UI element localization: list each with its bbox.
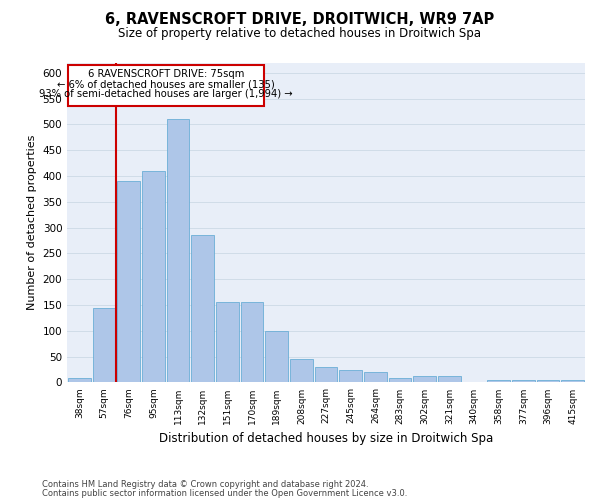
Text: 6, RAVENSCROFT DRIVE, DROITWICH, WR9 7AP: 6, RAVENSCROFT DRIVE, DROITWICH, WR9 7AP — [106, 12, 494, 28]
Bar — [413, 376, 436, 382]
Bar — [142, 171, 165, 382]
Text: 93% of semi-detached houses are larger (1,994) →: 93% of semi-detached houses are larger (… — [40, 89, 293, 99]
Bar — [512, 380, 535, 382]
Text: Size of property relative to detached houses in Droitwich Spa: Size of property relative to detached ho… — [119, 28, 482, 40]
Bar — [191, 236, 214, 382]
Text: Contains HM Land Registry data © Crown copyright and database right 2024.: Contains HM Land Registry data © Crown c… — [42, 480, 368, 489]
Bar — [93, 308, 115, 382]
Bar — [438, 376, 461, 382]
Bar — [487, 380, 510, 382]
Bar — [265, 331, 288, 382]
Text: Contains public sector information licensed under the Open Government Licence v3: Contains public sector information licen… — [42, 488, 407, 498]
Y-axis label: Number of detached properties: Number of detached properties — [27, 135, 37, 310]
X-axis label: Distribution of detached houses by size in Droitwich Spa: Distribution of detached houses by size … — [159, 432, 493, 445]
Bar — [118, 181, 140, 382]
FancyBboxPatch shape — [68, 65, 265, 106]
Bar — [562, 380, 584, 382]
Bar — [290, 359, 313, 382]
Text: ← 6% of detached houses are smaller (135): ← 6% of detached houses are smaller (135… — [57, 79, 275, 89]
Bar — [68, 378, 91, 382]
Bar — [389, 378, 412, 382]
Bar — [340, 370, 362, 382]
Bar — [536, 380, 559, 382]
Bar — [315, 367, 337, 382]
Text: 6 RAVENSCROFT DRIVE: 75sqm: 6 RAVENSCROFT DRIVE: 75sqm — [88, 69, 244, 79]
Bar — [167, 120, 190, 382]
Bar — [364, 372, 387, 382]
Bar — [216, 302, 239, 382]
Bar — [241, 302, 263, 382]
